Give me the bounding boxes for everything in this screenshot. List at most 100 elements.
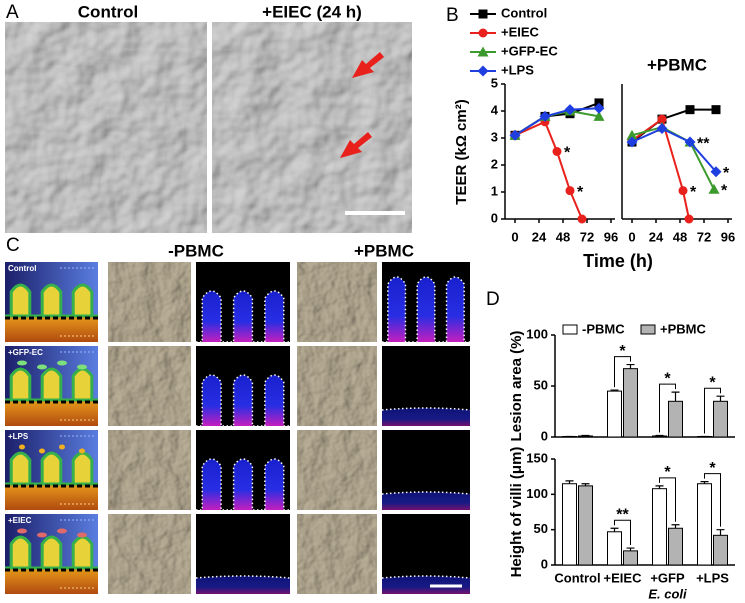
bar [652, 435, 667, 438]
significance: * [577, 184, 584, 201]
significance-bracket [614, 519, 631, 546]
significance: * [709, 460, 716, 477]
series-line [514, 107, 600, 137]
x-axis-label: Time (h) [583, 251, 653, 271]
error-bar [626, 363, 635, 369]
brightfield-image [297, 262, 377, 342]
panel-c: Control +GFP-EC +LPS +EIEC [5, 262, 471, 594]
legend-label: +LPS [501, 62, 534, 77]
legend-label: Control [501, 5, 547, 20]
brightfield-image [108, 346, 191, 426]
y-axis-label: Lesion area (%) [508, 331, 525, 442]
legend-swatch [562, 324, 578, 335]
y-tick-label: 150 [526, 450, 548, 465]
bar [668, 400, 683, 438]
villi [5, 451, 98, 486]
y-axis-label: TEER (kΩ cm²) [453, 99, 470, 204]
y-tick-label: 2 [491, 156, 498, 171]
y-tick-label: 50 [534, 377, 548, 392]
legend-label: -PBMC [582, 321, 625, 336]
brightfield-image [108, 262, 191, 342]
bar [578, 435, 593, 438]
microbe [37, 532, 47, 538]
microbe [37, 364, 47, 370]
y-tick-label: 100 [526, 326, 548, 341]
microbe [57, 360, 67, 366]
schematic-base [5, 484, 98, 510]
fluorescence-tissue [382, 408, 470, 426]
marker [577, 214, 587, 224]
bar [578, 485, 593, 566]
marker [626, 129, 638, 140]
error-bar [716, 529, 725, 536]
marker [509, 129, 521, 141]
marker [626, 136, 638, 148]
error-bar [700, 481, 709, 484]
x-tick-label: 72 [697, 229, 711, 244]
villi [5, 367, 98, 402]
significance: * [723, 165, 730, 182]
x-tick-label: +GFP [650, 570, 685, 585]
bar [697, 483, 712, 566]
bar [713, 400, 728, 438]
significance: ** [697, 135, 710, 152]
microbe [39, 448, 45, 454]
microbe [77, 532, 87, 538]
tissue-outline [196, 290, 290, 343]
micrograph [5, 22, 207, 233]
series-line [514, 109, 600, 137]
y-tick-label: 1 [491, 183, 498, 198]
marker [477, 65, 489, 77]
significance-bracket [704, 473, 721, 527]
marker [593, 110, 605, 121]
marker [565, 186, 575, 196]
significance: * [690, 184, 697, 201]
x-tick-label: 0 [511, 229, 518, 244]
marker [478, 9, 488, 19]
significance-bracket [659, 477, 676, 522]
significance: * [709, 374, 716, 391]
tissue-outline [381, 575, 471, 579]
significance: * [619, 343, 626, 360]
y-tick-label: 4 [491, 102, 499, 117]
y-tick-label: 100 [526, 486, 548, 501]
microbe [59, 444, 65, 450]
fluorescence-tissue [382, 277, 470, 342]
y-tick-label: 50 [534, 521, 548, 536]
marker [710, 166, 722, 178]
x-tick-label: 24 [649, 229, 664, 244]
bar [623, 550, 638, 566]
bar [607, 531, 622, 566]
subplot-title: +PBMC [647, 55, 707, 74]
fluorescence-tissue [196, 576, 290, 594]
villi [5, 535, 98, 570]
marker [564, 104, 576, 116]
villi [5, 283, 98, 318]
error-bar [655, 485, 664, 489]
y-tick-label: 5 [491, 75, 498, 90]
marker [685, 105, 695, 115]
schematic-base [5, 316, 98, 342]
bar [607, 390, 622, 438]
error-bar [655, 434, 664, 437]
marker [552, 147, 562, 156]
microbe [17, 360, 27, 366]
series-line [631, 127, 717, 173]
tissue-outline [381, 491, 471, 495]
legend-label: +PBMC [660, 321, 706, 336]
microbe [17, 528, 27, 534]
error-bar [716, 395, 725, 402]
significance-bracket [614, 356, 631, 388]
x-tick-label: 48 [673, 229, 687, 244]
x-tick-sublabel: E. coli [648, 586, 687, 601]
significance: ** [616, 506, 629, 523]
panel-letter: C [6, 235, 20, 256]
series-line [631, 117, 690, 220]
error-bar [581, 434, 590, 437]
row-label: Control [8, 264, 36, 273]
significance: * [664, 370, 671, 387]
x-tick-label: 96 [604, 229, 618, 244]
error-bar [671, 524, 680, 529]
fluorescence-tissue [196, 291, 290, 342]
bar [713, 534, 728, 566]
